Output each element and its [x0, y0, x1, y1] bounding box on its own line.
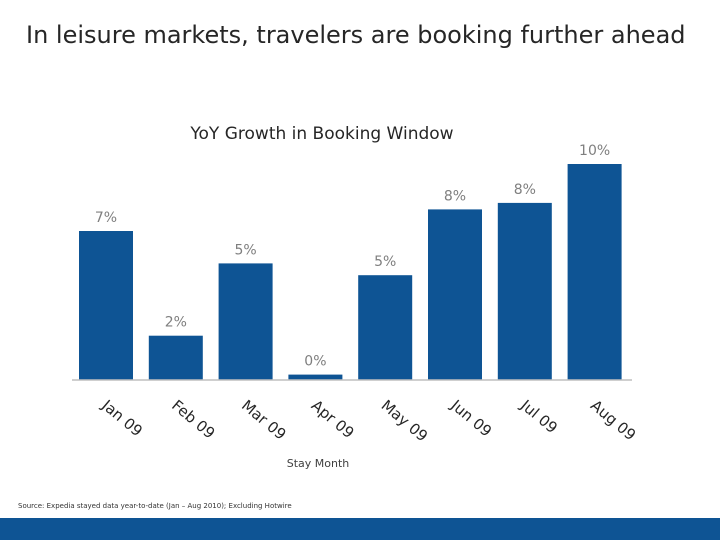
bars-layer: 7% 2% 5% 0% 5% 8% 8% 10%: [79, 143, 622, 380]
x-tick-label: Jan 09: [98, 396, 146, 441]
data-label: 2%: [165, 315, 187, 331]
x-tick-label: May 09: [378, 396, 432, 445]
x-tick-label: Apr 09: [308, 396, 358, 442]
data-label: 8%: [514, 182, 536, 198]
x-tick-label: Feb 09: [168, 396, 218, 442]
slide-title: In leisure markets, travelers are bookin…: [26, 21, 686, 49]
data-label: 0%: [304, 354, 326, 370]
bar-aug-09: [567, 164, 622, 380]
data-label: 7%: [95, 210, 117, 226]
x-tick-label: Jun 09: [447, 396, 496, 441]
x-tick-labels: Jan 09 Feb 09 Mar 09 Apr 09 May 09 Jun 09 Jul …: [98, 396, 640, 446]
x-tick-label: Aug 09: [587, 396, 639, 444]
bar-apr-09: [288, 374, 343, 380]
bar-chart: YoY Growth in Booking Window 7% 2% 5% 0% 5% 8…: [72, 124, 640, 470]
bar-mar-09: [218, 263, 273, 380]
bar-feb-09: [148, 335, 203, 380]
data-label: 5%: [234, 242, 256, 258]
data-label: 10%: [579, 143, 610, 159]
x-tick-label: Mar 09: [238, 396, 290, 443]
x-axis-title: Stay Month: [287, 457, 350, 470]
data-label: 8%: [444, 188, 466, 204]
chart-title: YoY Growth in Booking Window: [189, 124, 453, 144]
bar-jun-09: [428, 209, 482, 380]
data-label: 5%: [374, 254, 396, 270]
source-note: Source: Expedia stayed data year-to-date…: [18, 502, 292, 510]
x-tick-label: Jul 09: [516, 396, 560, 437]
bar-jan-09: [79, 231, 133, 380]
bar-jul-09: [497, 202, 552, 380]
bar-may-09: [358, 275, 413, 380]
footer-bar: [0, 518, 720, 540]
